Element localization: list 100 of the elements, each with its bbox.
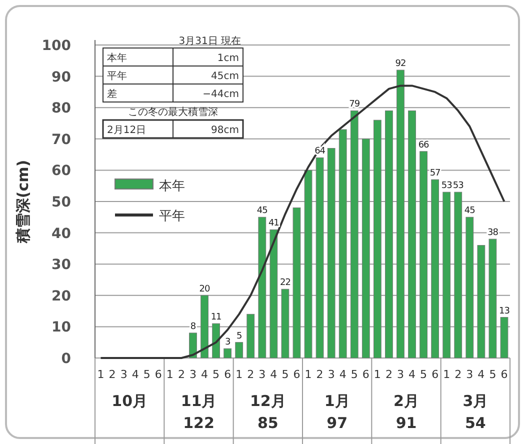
x-tick-label: 3: [258, 368, 266, 381]
bar: [477, 245, 486, 358]
y-axis-title: 積雪深(cm): [14, 160, 32, 244]
data-label: 53: [452, 181, 464, 192]
bar: [338, 129, 347, 358]
x-tick-label: 2: [108, 368, 116, 381]
bar: [350, 110, 358, 358]
bar: [466, 216, 474, 358]
data-label: 41: [268, 218, 279, 229]
annotation: 3月31日 現在: [178, 35, 241, 47]
annotation: −44cm: [202, 89, 239, 100]
data-label: 45: [256, 206, 268, 216]
annotation: 1cm: [217, 53, 239, 64]
data-label: 57: [430, 168, 440, 179]
y-tick-label: 40: [52, 226, 72, 242]
x-tick-label: 6: [154, 368, 162, 381]
annotation: 差: [107, 88, 117, 100]
text: 2月: [394, 392, 419, 410]
data-label: 11: [210, 312, 222, 323]
x-tick-label: 4: [339, 368, 346, 381]
bar: [373, 120, 382, 358]
data-label: 5: [236, 331, 242, 342]
x-tick-label: 6: [224, 368, 232, 381]
bar: [316, 157, 324, 358]
bar: [258, 216, 266, 358]
x-tick-label: 5: [420, 368, 428, 381]
x-tick-label: 2: [178, 368, 185, 381]
bar: [362, 138, 370, 358]
bar: [246, 314, 255, 358]
x-tick-label: 2: [316, 368, 324, 381]
data-label: 79: [349, 100, 360, 110]
x-tick-label: 6: [362, 368, 370, 381]
data-label: 8: [190, 322, 196, 332]
x-tick-label: 3: [120, 368, 128, 381]
text: 11月: [180, 392, 217, 410]
x-tick-label: 4: [201, 368, 208, 381]
y-tick-label: 10: [52, 320, 72, 336]
x-tick-label: 3: [466, 368, 474, 381]
x-tick-label: 3: [328, 368, 335, 381]
bar: [396, 70, 404, 358]
y-tick-label: 30: [52, 257, 72, 274]
y-tick-label: 20: [52, 288, 72, 304]
annotation: 本年: [107, 52, 127, 64]
x-tick-label: 2: [454, 368, 462, 381]
y-tick-label: 80: [52, 100, 72, 117]
bar: [224, 348, 232, 358]
x-tick-label: 2: [385, 368, 392, 381]
data-label: 20: [199, 284, 211, 294]
bar: [408, 110, 416, 358]
x-tick-label: 5: [489, 368, 496, 381]
text: 85: [257, 414, 278, 432]
bar: [488, 238, 497, 358]
text: 12月: [250, 392, 286, 410]
x-tick-label: 5: [143, 368, 150, 381]
bar: [292, 208, 301, 358]
x-tick-label: 1: [97, 368, 104, 381]
x-tick-label: 1: [443, 368, 450, 381]
x-tick-label: 3: [189, 368, 196, 381]
y-tick-label: 90: [52, 69, 72, 86]
data-label: 38: [487, 228, 499, 238]
legend-label: 本年: [159, 179, 185, 194]
x-tick-label: 1: [304, 368, 312, 381]
data-label: 13: [499, 306, 510, 316]
bar: [304, 170, 312, 358]
bar: [200, 295, 208, 358]
bar: [442, 192, 451, 358]
y-tick-label: 70: [52, 132, 72, 148]
x-tick-label: 4: [478, 368, 485, 381]
bar: [327, 148, 336, 358]
x-tick-label: 6: [432, 368, 439, 381]
bar: [235, 342, 244, 358]
x-tick-label: 1: [236, 368, 243, 381]
text: 3月: [462, 392, 488, 410]
annotation: 98cm: [211, 125, 239, 136]
x-tick-label: 2: [247, 368, 254, 381]
annotation: この冬の最大積雪深: [128, 106, 218, 118]
text: 91: [396, 414, 417, 432]
text: 10月: [112, 392, 148, 410]
data-label: 3: [224, 338, 230, 348]
data-label: 66: [418, 140, 430, 150]
data-label: 53: [441, 181, 452, 192]
x-tick-label: 6: [500, 368, 508, 381]
x-tick-label: 5: [212, 368, 220, 381]
y-tick-label: 50: [52, 194, 72, 210]
x-tick-label: 5: [282, 368, 289, 381]
bar: [281, 288, 290, 358]
bar: [270, 229, 278, 358]
x-tick-label: 4: [132, 368, 139, 381]
bar: [454, 192, 462, 358]
bar: [189, 332, 197, 358]
annotation: 平年: [107, 70, 127, 82]
x-tick-label: 4: [408, 368, 416, 381]
legend-label: 平年: [159, 209, 185, 224]
bar: [212, 323, 220, 358]
data-label: 92: [395, 59, 406, 70]
x-tick-label: 6: [293, 368, 300, 381]
x-tick-label: 5: [350, 368, 358, 381]
y-tick-label: 0: [61, 351, 72, 367]
data-label: 45: [464, 206, 475, 216]
text: 122: [183, 414, 214, 432]
